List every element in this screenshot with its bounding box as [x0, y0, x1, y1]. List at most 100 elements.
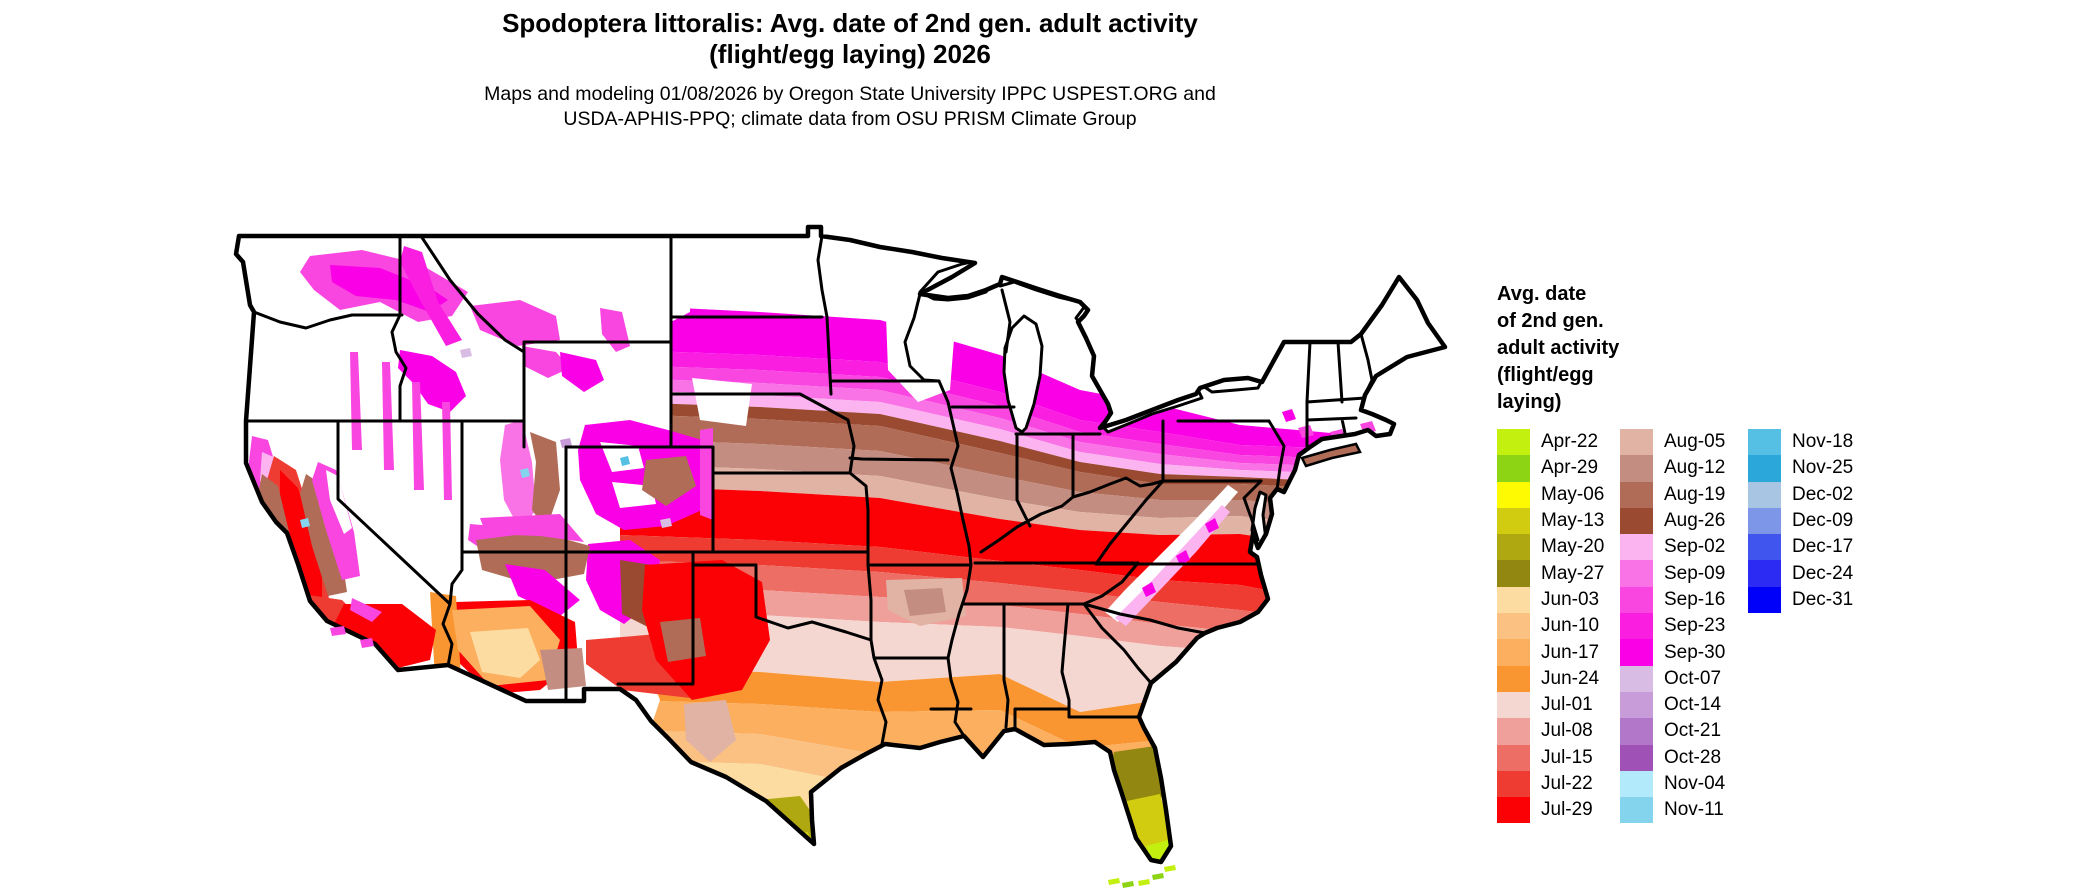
- terrain-patch-Oct-07-70: [660, 518, 672, 528]
- legend-swatch-May-13: [1497, 507, 1530, 535]
- terrain-patch-Sep-16-47: [442, 402, 452, 500]
- terrain-patch-Sep-30-53: [1176, 550, 1190, 565]
- legend-label: Dec-02: [1792, 483, 1854, 505]
- legend-swatch-Sep-09: [1620, 560, 1653, 587]
- terrain-patch-Jul-29-29: [642, 560, 770, 700]
- terrain-patch-Aug-19-37: [300, 474, 347, 596]
- legend-swatch-Aug-26: [1620, 507, 1653, 535]
- legend-row: Dec-17: [1748, 534, 1854, 561]
- legend-swatch-Oct-28: [1620, 744, 1653, 771]
- terrain-patch-Aug-19-13: [642, 456, 696, 506]
- legend-row: Aug-12: [1620, 455, 1725, 482]
- map-fill-layer: [236, 236, 1445, 862]
- legend-row: Nov-18: [1748, 429, 1854, 456]
- legend-swatch-Aug-12: [1620, 455, 1653, 482]
- florida-keys: [1152, 873, 1164, 880]
- legend-label: Jul-29: [1541, 799, 1593, 821]
- legend-label: Dec-09: [1792, 510, 1854, 532]
- band-Jul-29: [620, 486, 1445, 600]
- florida-keys: [1108, 878, 1120, 885]
- band-Sep-16: [620, 365, 1445, 468]
- legend-title-line: (flight/egg: [1497, 364, 1594, 386]
- legend-label: May-27: [1541, 562, 1605, 584]
- legend-row: Apr-22: [1497, 429, 1604, 456]
- terrain-patch-Sep-16-44: [350, 352, 362, 450]
- terrain-patch-Sep-30-6: [398, 350, 466, 412]
- subtitle-line2: USDA-APHIS-PPQ; climate data from OSU PR…: [563, 108, 1137, 130]
- channel-island: [360, 638, 374, 648]
- terrain-patch-Sep-16-43: [350, 598, 382, 622]
- legend-swatch-Jun-03: [1497, 586, 1530, 614]
- florida-keys: [1122, 881, 1134, 888]
- legend-row: Dec-02: [1748, 481, 1854, 508]
- legend-swatch-Dec-24: [1748, 560, 1781, 587]
- terrain-patch-Nov-11-66: [300, 518, 310, 528]
- legend-row: Sep-23: [1620, 613, 1725, 640]
- terrain-patch-Jul-29-35: [280, 470, 322, 600]
- terrain-patch-Sep-23-4: [400, 246, 462, 346]
- legend-row: Oct-14: [1620, 691, 1725, 719]
- header: Spodoptera littoralis: Avg. date of 2nd …: [0, 8, 1700, 132]
- band-Aug-19: [620, 414, 1445, 506]
- terrain-patch-white-11: [600, 442, 644, 472]
- band-Sep-23: [620, 350, 1445, 462]
- lake-michigan: [1002, 314, 1044, 434]
- legend-row: Nov-25: [1748, 455, 1853, 482]
- map-extras: [330, 442, 1362, 888]
- legend-swatch-Dec-17: [1748, 534, 1781, 561]
- legend-row: Jul-15: [1497, 744, 1604, 771]
- subtitle: Maps and modeling 01/08/2026 by Oregon S…: [0, 82, 1700, 132]
- subtitle-line1: Maps and modeling 01/08/2026 by Oregon S…: [484, 83, 1216, 105]
- legend-swatch-Aug-19: [1620, 481, 1653, 508]
- legend-label: Oct-28: [1664, 746, 1722, 768]
- legend-label: Oct-14: [1664, 694, 1722, 716]
- legend-swatch-Jun-17: [1497, 639, 1530, 666]
- legend: Avg. date of 2nd gen. adult activity (fligh…: [1497, 281, 1927, 824]
- legend-row: Jun-17: [1497, 639, 1604, 666]
- legend-label: Jun-17: [1541, 641, 1600, 663]
- terrain-patch-Nov-11-67: [520, 468, 530, 478]
- legend-row: Dec-24: [1748, 560, 1853, 587]
- legend-row: May-13: [1497, 507, 1604, 535]
- legend-swatch-Aug-05: [1620, 429, 1653, 456]
- legend-swatch-Sep-02: [1620, 534, 1653, 561]
- legend-row: Oct-21: [1620, 718, 1725, 745]
- legend-row: Jun-24: [1497, 665, 1604, 692]
- terrain-patch-Aug-19-16: [530, 432, 560, 530]
- terrain-patch-Jul-29-42: [334, 604, 436, 670]
- legend-row: Jul-01: [1497, 691, 1604, 719]
- legend-label: Sep-02: [1664, 536, 1726, 558]
- legend-swatch-Oct-21: [1620, 718, 1653, 745]
- band-Jul-22: [620, 535, 1445, 620]
- legend-label: May-20: [1541, 536, 1605, 558]
- legend-swatch-May-06: [1497, 481, 1530, 508]
- terrain-patch-Sep-09-15: [500, 420, 536, 530]
- legend-label: Nov-18: [1792, 431, 1854, 453]
- map-state-borders: [244, 234, 1374, 746]
- legend-swatch-Oct-14: [1620, 691, 1653, 719]
- legend-row: Oct-28: [1620, 744, 1725, 771]
- legend-swatch-Dec-31: [1748, 586, 1781, 614]
- legend-row: May-27: [1497, 560, 1605, 587]
- legend-swatch-Apr-22: [1497, 429, 1530, 456]
- legend-label: Aug-19: [1664, 483, 1726, 505]
- florida-keys: [1138, 879, 1150, 886]
- legend-label: Apr-22: [1541, 431, 1599, 453]
- legend-swatch-Jun-10: [1497, 613, 1530, 640]
- legend-label: Dec-17: [1792, 536, 1854, 558]
- legend-title-line: laying): [1497, 391, 1562, 413]
- terrain-patch-Sep-16-14: [700, 428, 713, 520]
- legend-row: Aug-19: [1620, 481, 1726, 508]
- terrain-patch-Aug-12-28: [540, 648, 586, 690]
- terrain-patch-Nov-18-68: [620, 456, 630, 466]
- legend-column: Nov-18 Nov-25 Dec-02 Dec-09 Dec-17 Dec-24 Dec-…: [1748, 429, 1854, 614]
- legend-row: Sep-30: [1620, 639, 1725, 666]
- legend-label: Sep-09: [1664, 562, 1726, 584]
- legend-swatch-Nov-11: [1620, 797, 1653, 824]
- legend-row: Aug-26: [1620, 507, 1725, 535]
- legend-swatch-Jun-24: [1497, 665, 1530, 692]
- terrain-patch-Sep-16-22: [480, 514, 584, 542]
- terrain-patch-Sep-30-3: [330, 265, 448, 312]
